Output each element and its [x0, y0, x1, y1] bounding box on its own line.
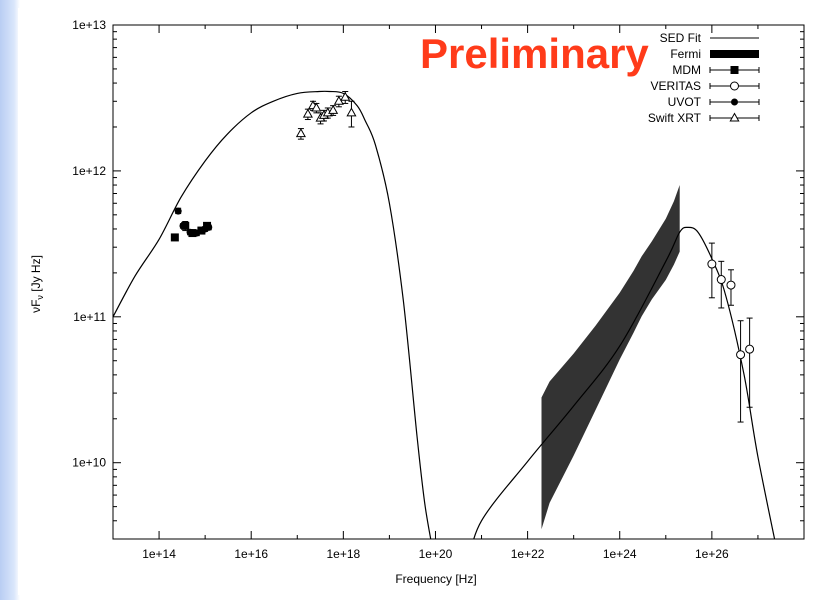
legend-label-veritas: VERITAS [651, 79, 701, 93]
legend-label-mdm: MDM [672, 63, 701, 77]
fermi-band-layer [541, 185, 680, 530]
plot-border [112, 24, 805, 540]
preliminary-watermark: Preliminary [420, 30, 649, 77]
x-tick-label-4: 1e+22 [511, 547, 545, 561]
uvot-point-3 [193, 229, 201, 237]
y-axis-label: νFν [Jy Hz] [29, 255, 45, 313]
chart-frame: 1e+14 1e+16 1e+18 1e+20 1e+22 1e+24 1e+26 1e+10… [18, 8, 821, 595]
sed-chart: 1e+14 1e+16 1e+18 1e+20 1e+22 1e+24 1e+26 1e+10… [29, 18, 805, 586]
x-tick-label-1: 1e+16 [234, 547, 268, 561]
veritas-point-2 [726, 280, 736, 290]
legend-marker-mdm [730, 66, 739, 74]
y-tick-label-1: 1e+11 [73, 310, 106, 324]
legend-label-fermi: Fermi [670, 47, 701, 61]
legend-label-uvot: UVOT [668, 95, 702, 109]
uvot-point-5 [205, 223, 213, 231]
y-axis-label-main: νF [29, 300, 43, 313]
x-tick-label-2: 1e+18 [326, 547, 360, 561]
swift-xrt-point-1 [302, 108, 313, 118]
swift-xrt-point-10 [346, 107, 357, 117]
axes-layer: 1e+14 1e+16 1e+18 1e+20 1e+22 1e+24 1e+26 1e+10… [72, 18, 805, 561]
swift-xrt-point-3 [311, 102, 322, 112]
swift-xrt-point-7 [328, 104, 339, 114]
legend-marker-veritas [730, 81, 739, 91]
legend-label-swift-xrt: Swift XRT [648, 111, 702, 125]
y-axis-label-sub: ν [35, 295, 45, 300]
legend-marker-uvot [731, 98, 738, 106]
veritas-point-4 [745, 344, 755, 354]
data-points-layer [170, 91, 755, 423]
veritas-point-0 [707, 259, 717, 269]
veritas-point-3 [736, 350, 746, 360]
uvot-point-2 [186, 228, 194, 236]
uvot-point-0 [174, 207, 182, 215]
legend-marker-swift-xrt [729, 112, 740, 122]
sed-fit-line-0 [113, 90, 432, 539]
x-tick-label-6: 1e+26 [695, 547, 729, 561]
y-tick-label-0: 1e+10 [72, 456, 106, 470]
legend-swatch-fermi [710, 50, 759, 58]
uvot-point-1 [179, 222, 187, 230]
y-tick-label-2: 1e+12 [72, 164, 106, 178]
x-axis-label: Frequency [Hz] [395, 572, 476, 586]
x-tick-label-3: 1e+20 [419, 547, 453, 561]
legend: SED Fit Fermi MDM VERITAS UVOT Swift XRT [648, 31, 760, 125]
swift-xrt-point-0 [295, 128, 306, 138]
fermi-butterfly [541, 185, 680, 530]
sed-fit-layer [113, 90, 776, 539]
y-tick-label-3: 1e+13 [72, 18, 106, 32]
legend-label-sed-fit: SED Fit [660, 31, 702, 45]
y-axis-label-unit: [Jy Hz] [29, 255, 43, 295]
veritas-point-1 [716, 275, 726, 285]
mdm-point-3 [197, 226, 206, 235]
x-tick-label-0: 1e+14 [142, 547, 176, 561]
swift-xrt-point-9 [340, 91, 351, 101]
x-tick-label-5: 1e+24 [603, 547, 637, 561]
sed-fit-line-1 [473, 226, 776, 539]
mdm-point-0 [170, 233, 179, 242]
